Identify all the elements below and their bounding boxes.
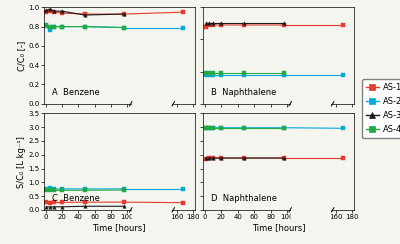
X-axis label: Time [hours]: Time [hours] [92,223,146,232]
Bar [291,104,330,112]
Y-axis label: C/C₀ [-]: C/C₀ [-] [17,41,26,71]
Bar [132,210,171,219]
Legend: AS-1, AS-2, AS-3, AS-4: AS-1, AS-2, AS-3, AS-4 [362,79,400,138]
Text: B  Naphthalene: B Naphthalene [211,88,276,97]
Text: A  Benzene: A Benzene [52,88,99,97]
X-axis label: Time [hours]: Time [hours] [252,223,306,232]
Text: D  Naphthalene: D Naphthalene [211,194,277,203]
Y-axis label: S/C₀ [L kg⁻¹]: S/C₀ [L kg⁻¹] [17,136,26,188]
Bar [291,210,330,219]
Text: C  Benzene: C Benzene [52,194,100,203]
Bar [132,104,171,112]
